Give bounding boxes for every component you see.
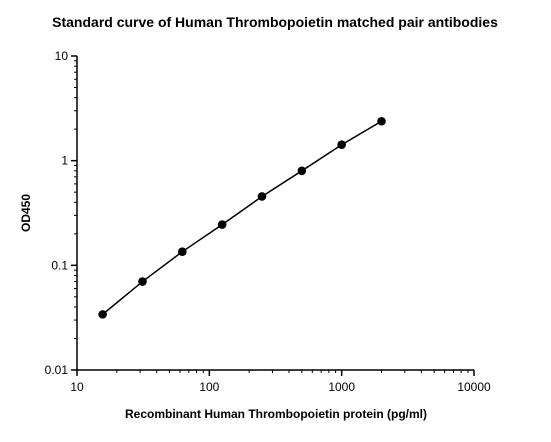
data-point bbox=[377, 116, 386, 126]
x-tick-label: 10000 bbox=[457, 380, 491, 394]
data-layer bbox=[98, 116, 386, 319]
y-tick-label: 1 bbox=[61, 154, 68, 168]
y-axis-label: OD450 bbox=[19, 194, 33, 232]
data-point bbox=[217, 220, 227, 229]
data-point bbox=[98, 310, 107, 319]
x-tick-label: 100 bbox=[199, 380, 219, 394]
x-axis-label: Recombinant Human Thrombopoietin protein… bbox=[125, 407, 427, 421]
chart-title: Standard curve of Human Thrombopoietin m… bbox=[52, 14, 498, 30]
x-tick-label: 10 bbox=[70, 380, 84, 394]
data-point bbox=[337, 140, 346, 150]
y-tick-label: 0.1 bbox=[51, 258, 68, 272]
y-tick-label: 0.01 bbox=[45, 363, 69, 377]
y-tick-label: 10 bbox=[55, 49, 69, 63]
fit-curve bbox=[102, 120, 382, 315]
data-point bbox=[297, 166, 307, 176]
data-point bbox=[138, 277, 147, 286]
data-point bbox=[257, 192, 267, 201]
axes: 10 100 1000 10000 0.01 0.1 1 10 bbox=[45, 49, 491, 394]
data-point bbox=[178, 247, 187, 256]
x-tick-label: 1000 bbox=[328, 380, 355, 394]
